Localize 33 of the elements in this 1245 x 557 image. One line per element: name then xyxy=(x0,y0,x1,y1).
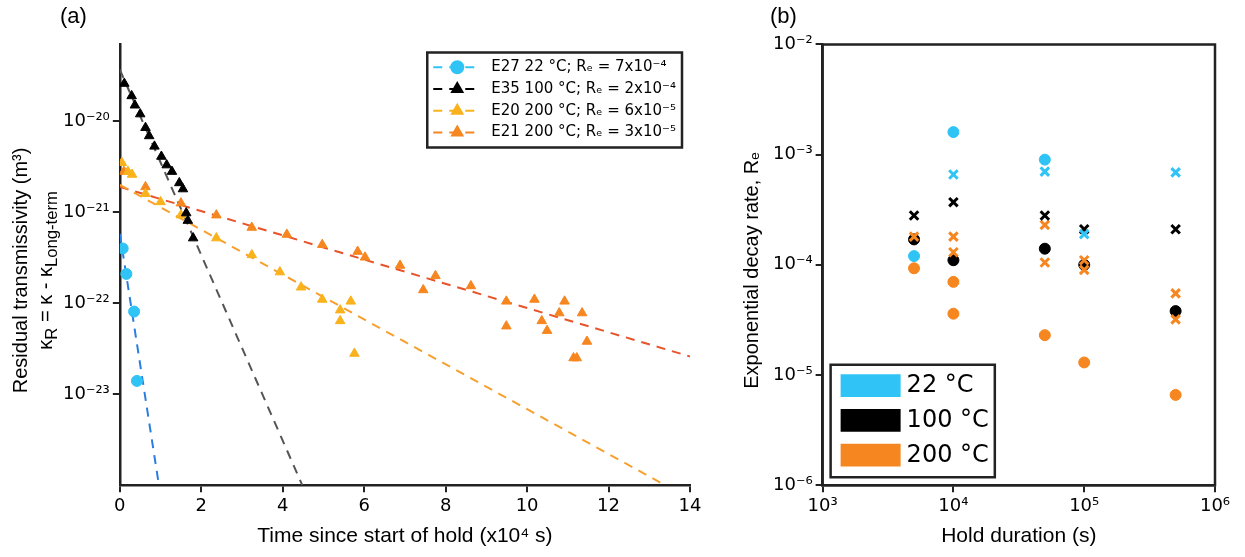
x-tick-label: 10³ xyxy=(807,493,838,515)
x-tick-label: 2 xyxy=(195,493,208,515)
y-tick-label: 10⁻²⁰ xyxy=(62,108,110,130)
legend-label: E21 200 °C; Rₑ = 3x10⁻⁵ xyxy=(491,122,676,141)
x-tick-label: 4 xyxy=(277,493,289,515)
y-tick-label: 10⁻⁴ xyxy=(773,252,813,274)
x-tick-label: 10⁵ xyxy=(1069,493,1100,515)
x-tick-label: 12 xyxy=(597,493,620,515)
x-axis-title: Hold duration (s) xyxy=(941,523,1097,547)
legend-label: E20 200 °C; Rₑ = 6x10⁻⁵ xyxy=(491,100,676,119)
legend-label: E27 22 °C; Rₑ = 7x10⁻⁴ xyxy=(491,57,667,76)
x-tick-label: 0 xyxy=(114,493,126,515)
chart-title: (a) xyxy=(60,3,87,29)
y-tick-label: 10⁻² xyxy=(773,32,813,54)
legend-label: 22 °C xyxy=(906,370,974,399)
y-tick-label: 10⁻²² xyxy=(62,290,110,312)
x-tick-label: 10 xyxy=(515,493,539,515)
y-tick-label: 10⁻³ xyxy=(773,142,813,164)
x-tick-label: 8 xyxy=(439,493,452,515)
y-tick-label: 10⁻⁵ xyxy=(773,362,813,384)
x-tick-label: 10⁴ xyxy=(938,493,969,515)
legend-label: 200 °C xyxy=(906,440,989,469)
x-tick-label: 10⁶ xyxy=(1199,493,1231,515)
y-axis-title: Exponential decay rate, Rₑ xyxy=(738,151,763,389)
x-axis-title: Time since start of hold (x10⁴ s) xyxy=(257,523,553,547)
y-tick-label: 10⁻⁶ xyxy=(773,472,813,494)
chart-title: (b) xyxy=(770,3,797,29)
y-tick-label: 10⁻²¹ xyxy=(62,199,110,221)
legend-label: 100 °C xyxy=(906,405,989,434)
legend-label: E35 100 °C; Rₑ = 2x10⁻⁴ xyxy=(491,78,676,97)
x-tick-label: 6 xyxy=(358,493,370,515)
y-tick-label: 10⁻²³ xyxy=(62,381,110,403)
x-tick-label: 14 xyxy=(678,493,702,515)
